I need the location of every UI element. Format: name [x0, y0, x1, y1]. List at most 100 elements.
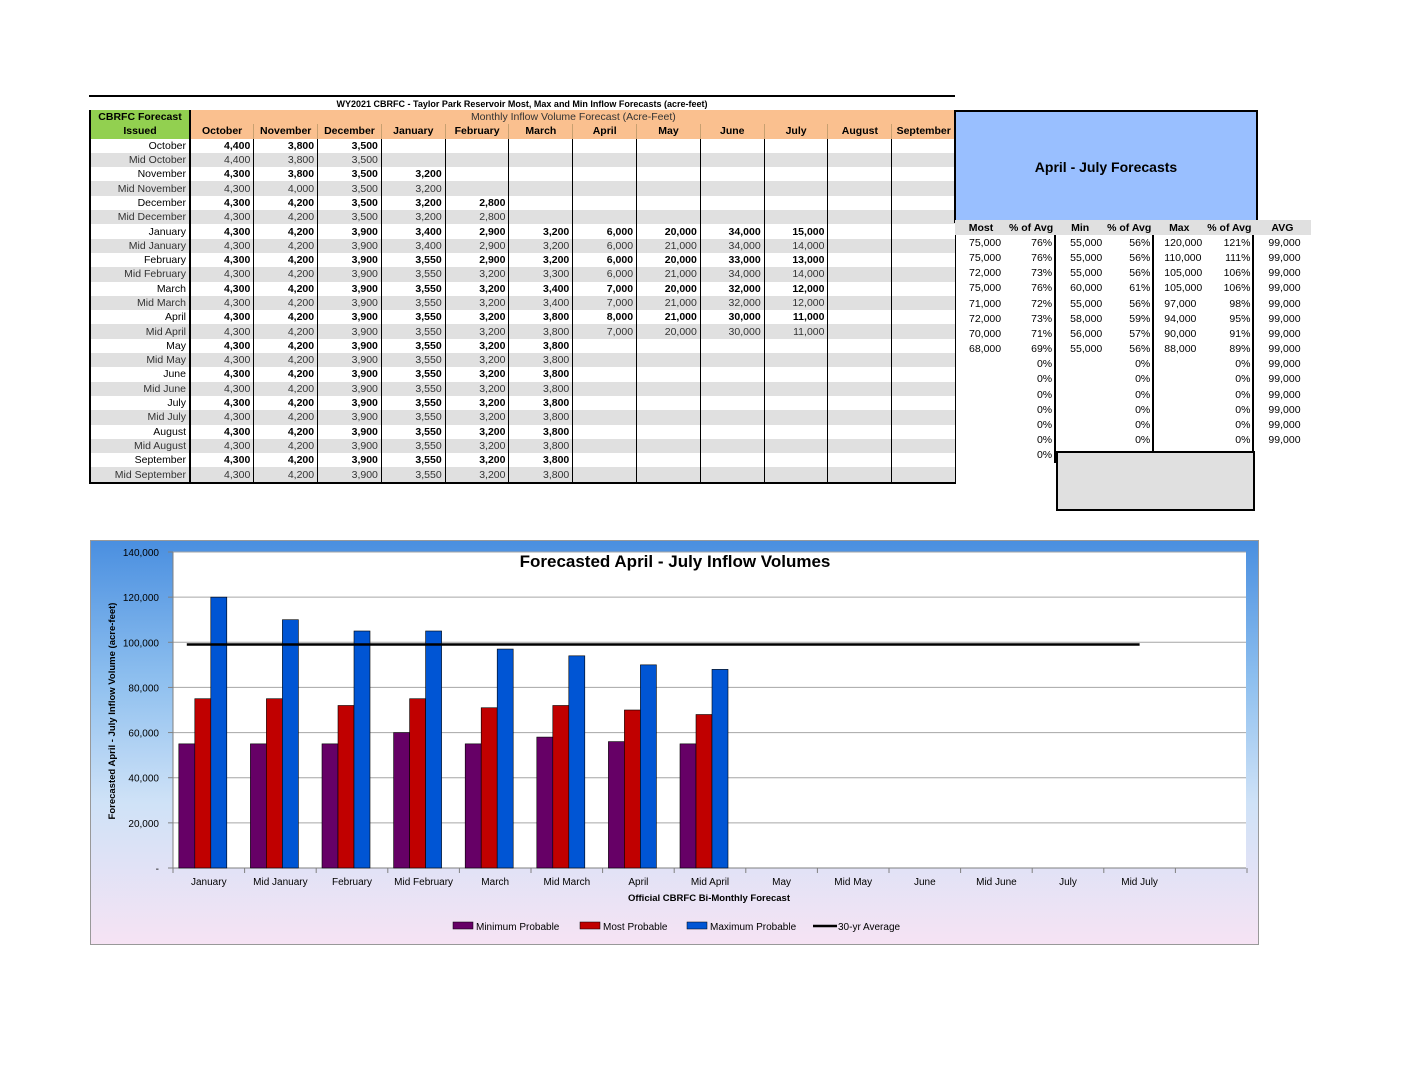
legend-swatch — [686, 921, 708, 930]
table-cell: 3,200 — [508, 238, 574, 253]
summary-cell: 76% — [1007, 280, 1057, 296]
table-row: Mid August 4,300 4,200 3,900 3,550 3,200 3,800 — [90, 438, 957, 454]
y-tick-label: 40,000 — [128, 774, 159, 785]
table-cell: 4,300 — [190, 224, 255, 239]
summary-row: 71,000 72% 55,000 56% 97,000 98% 99,000 — [955, 295, 1311, 312]
table-cell — [827, 381, 893, 396]
table-cell — [508, 195, 574, 211]
table-cell: 11,000 — [764, 324, 829, 339]
table-cell: 13,000 — [764, 252, 829, 268]
table-cell — [700, 410, 765, 425]
summary-header: Min — [1055, 220, 1106, 236]
table-cell — [636, 438, 701, 454]
summary-cell: 99,000 — [1268, 236, 1301, 249]
table-cell — [636, 210, 701, 225]
summary-cell — [1055, 372, 1105, 387]
table-cell — [827, 181, 893, 196]
summary-cell: 97,000 — [1164, 297, 1197, 310]
summary-cell: 0% — [1205, 387, 1255, 403]
bar-maximum-probable — [496, 648, 514, 869]
row-label: April — [90, 310, 191, 325]
table-cell — [827, 295, 893, 311]
table-cell: 34,000 — [700, 224, 765, 239]
bar-maximum-probable — [210, 596, 228, 869]
table-cell: 21,000 — [636, 267, 701, 282]
month-header: October — [190, 124, 255, 139]
table-cell — [636, 138, 701, 153]
table-cell: 3,200 — [381, 210, 446, 225]
table-cell: 4,300 — [190, 267, 255, 282]
row-label: Mid November — [90, 181, 191, 196]
table-cell — [572, 467, 638, 483]
table-cell: 4,300 — [190, 438, 255, 454]
summary-cell: 61% — [1105, 280, 1155, 296]
summary-cell: 55,000 — [1070, 297, 1103, 310]
row-label: July — [90, 395, 191, 411]
table-cell: 4,300 — [190, 181, 255, 196]
summary-cell: 55,000 — [1070, 251, 1103, 264]
summary-cell: 75,000 — [969, 251, 1002, 264]
table-cell: 4,200 — [253, 252, 319, 268]
table-cell: 14,000 — [764, 238, 829, 253]
summary-cell: 75,000 — [969, 236, 1002, 249]
table-cell — [891, 353, 957, 368]
chart-area: - 20,000 40,000 60,000 80,000 100,000 120,000 1… — [90, 540, 1259, 945]
table-cell — [445, 138, 510, 153]
summary-cell: 0% — [1105, 371, 1155, 388]
legend-label: 30-yr Average — [838, 922, 901, 933]
table-cell: 6,000 — [572, 267, 638, 282]
summary-row: 70,000 71% 56,000 57% 90,000 91% 99,000 — [955, 326, 1311, 342]
table-cell: 3,800 — [508, 395, 574, 411]
table-cell: 6,000 — [572, 238, 638, 253]
table-cell: 4,200 — [253, 324, 319, 339]
table-cell: 4,300 — [190, 338, 255, 354]
summary-cell: 89% — [1205, 341, 1255, 357]
table-cell — [636, 338, 701, 354]
summary-header: % of Avg — [1205, 220, 1254, 236]
table-cell: 20,000 — [636, 324, 701, 339]
row-label: August — [90, 424, 191, 439]
table-cell — [827, 438, 893, 454]
summary-cell: 105,000 — [1164, 267, 1203, 280]
table-cell — [700, 381, 765, 396]
table-cell: 3,200 — [445, 453, 510, 468]
summary-cell: 73% — [1007, 265, 1057, 281]
summary-cell — [955, 402, 1007, 417]
table-row: Mid December 4,300 4,200 3,500 3,200 2,800 — [90, 210, 957, 225]
row-label: June — [90, 367, 191, 382]
chart-title: Forecasted April - July Inflow Volumes — [520, 552, 831, 571]
header-monthly-inflow: Monthly Inflow Volume Forecast (Acre-Fee… — [190, 110, 956, 125]
summary-cell — [955, 357, 1007, 372]
table-row: Mid April 4,300 4,200 3,900 3,550 3,200 3,800 7… — [90, 324, 957, 339]
table-cell — [827, 138, 893, 153]
bar-maximum-probable — [568, 655, 586, 869]
table-cell — [891, 367, 957, 382]
table-cell: 3,550 — [381, 410, 446, 425]
y-tick-label: 140,000 — [123, 548, 160, 559]
table-cell — [700, 367, 765, 382]
table-cell: 2,800 — [445, 210, 510, 225]
summary-cell: 0% — [1105, 356, 1155, 372]
table-cell — [827, 195, 893, 211]
summary-cell: 91% — [1205, 326, 1255, 342]
table-cell: 3,550 — [381, 453, 446, 468]
table-cell: 4,300 — [190, 238, 255, 253]
table-row: July 4,300 4,200 3,900 3,550 3,200 3,800 — [90, 395, 957, 411]
summary-row: 0% 0% 0% 99,000 — [955, 371, 1311, 388]
bar-most-probable — [194, 698, 212, 869]
row-label: March — [90, 281, 191, 296]
table-cell — [572, 381, 638, 396]
summary-cell: 0% — [1105, 417, 1155, 433]
table-cell — [700, 424, 765, 439]
table-cell: 3,200 — [445, 281, 510, 296]
table-cell — [700, 338, 765, 354]
table-cell: 33,000 — [700, 252, 765, 268]
table-row: Mid October 4,400 3,800 3,500 — [90, 152, 957, 168]
table-cell: 11,000 — [764, 310, 829, 325]
table-cell — [764, 381, 829, 396]
row-label: Mid June — [90, 381, 191, 396]
table-row: December 4,300 4,200 3,500 3,200 2,800 — [90, 195, 957, 211]
table-cell — [636, 367, 701, 382]
table-cell: 32,000 — [700, 295, 765, 311]
month-header: June — [700, 124, 765, 139]
